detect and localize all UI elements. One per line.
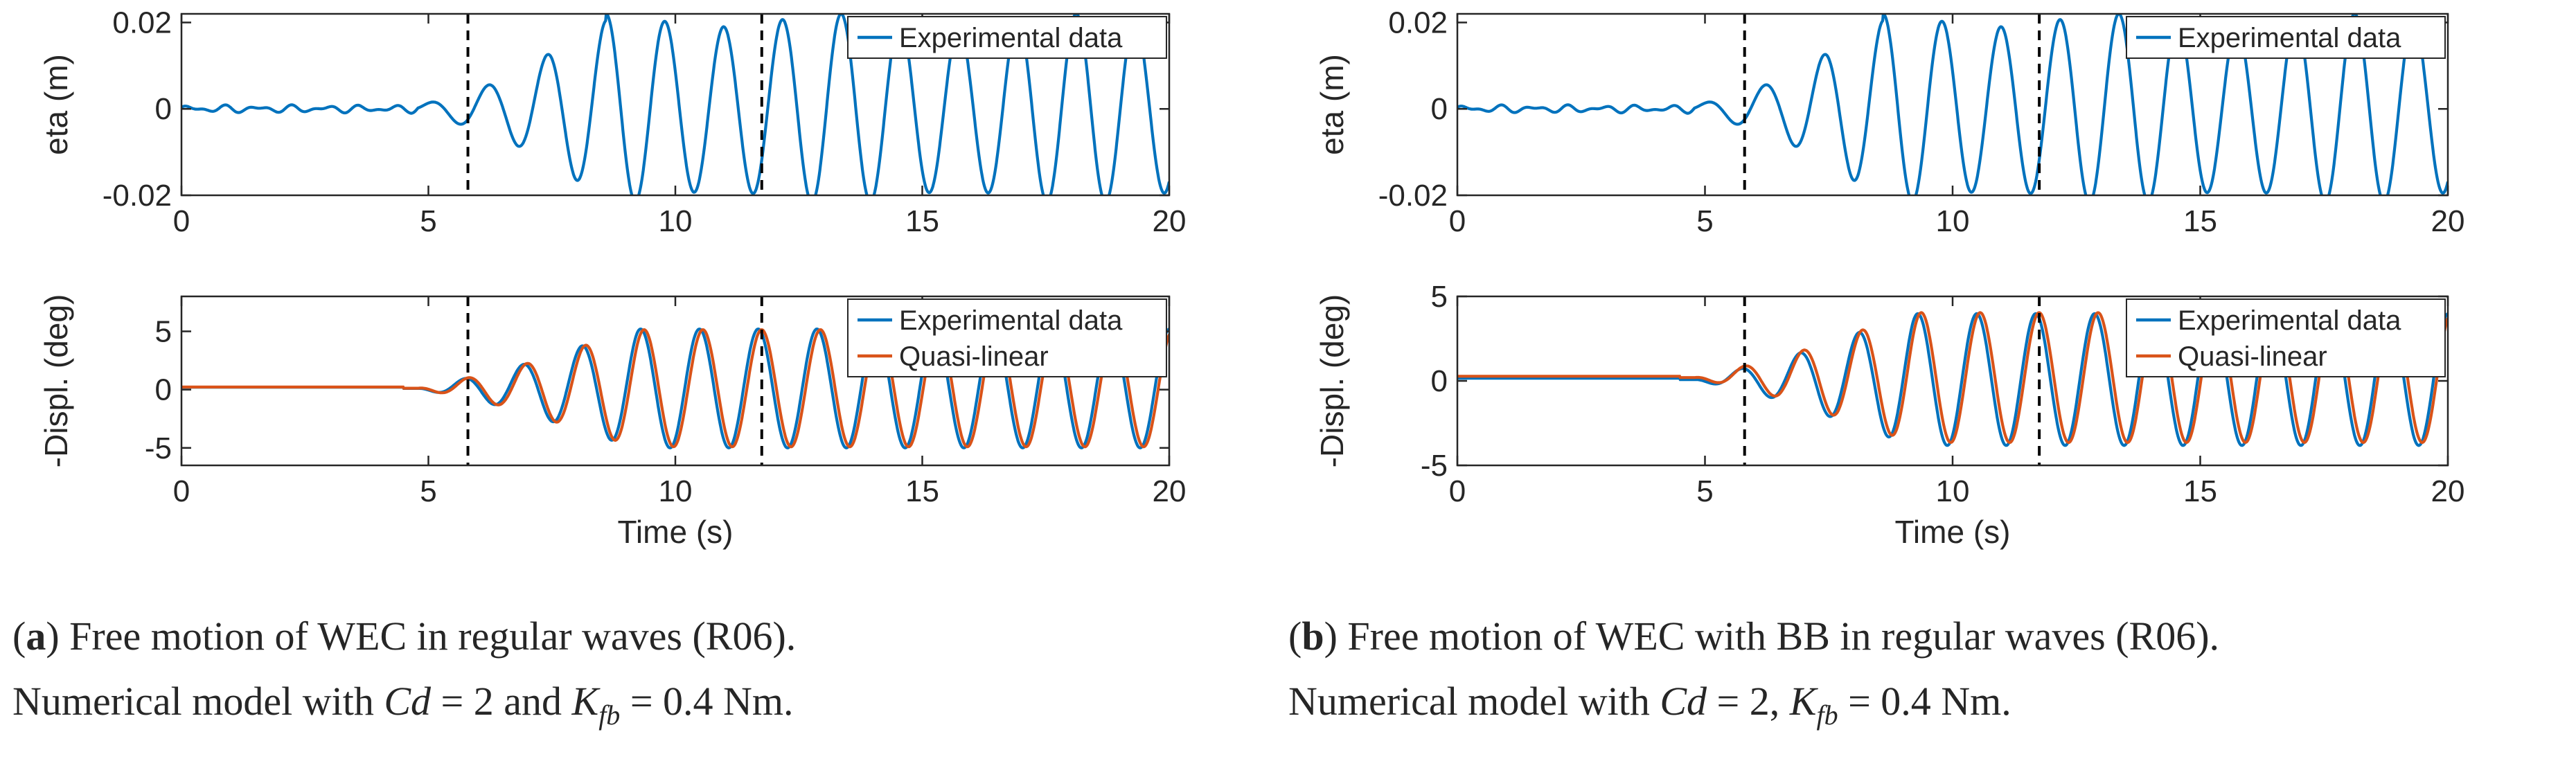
legend-box-b-top [2126,16,2446,59]
xtick-label-a-bottom-2: 10 [659,474,693,508]
caption-a-line2: Numerical model with Cd = 2 and Kfb = 0.… [12,679,794,731]
xtick-label-a-bottom-4: 20 [1153,474,1187,508]
xtick-label-a-top-3: 15 [905,204,939,238]
xtick-label-b-bottom-1: 5 [1696,474,1713,508]
xtick-label-b-top-0: 0 [1449,204,1466,238]
chart-b-bottom: 0 5 10 15 20-505-Displ. (deg)Time (s)Experim… [1314,280,2464,550]
ytick-label-a-bottom-0: -5 [145,431,172,465]
legend-box-a-bottom [847,298,1167,377]
xtick-label-b-top-2: 10 [1936,204,1970,238]
ylabel-a-top: eta (m) [38,54,74,155]
ytick-label-a-top-1: 0 [155,92,172,126]
caption-b-label: b [1302,614,1324,659]
caption-a-label: a [26,614,46,659]
ytick-label-b-top-0: -0.02 [1378,179,1448,213]
xtick-label-b-top-4: 20 [2431,204,2465,238]
series-group-a-top [181,14,1169,195]
xtick-label-a-top-0: 0 [173,204,190,238]
ytick-label-a-top-2: 0.02 [112,6,172,39]
legend-box-b-bottom [2126,298,2446,377]
ytick-label-b-top-2: 0.02 [1388,6,1448,39]
xlabel-a-bottom: Time (s) [618,514,734,550]
ytick-label-a-bottom-1: 0 [155,373,172,407]
ylabel-b-top: eta (m) [1314,54,1350,155]
xtick-label-b-bottom-4: 20 [2431,474,2465,508]
legend-label-a-bottom-0: Experimental data [899,305,1123,336]
caption-b-line2: Numerical model with Cd = 2, Kfb = 0.4 N… [1288,679,2011,731]
xtick-label-b-top-1: 5 [1696,204,1713,238]
ytick-label-b-bottom-0: -5 [1421,449,1448,483]
ytick-label-b-bottom-1: 0 [1431,364,1448,398]
legend-label-a-bottom-1: Quasi-linear [899,341,1049,372]
legend-label-b-bottom-1: Quasi-linear [2178,341,2327,372]
xtick-label-a-top-1: 5 [420,204,436,238]
ytick-label-a-top-0: -0.02 [103,179,172,213]
legend-label-a-top-0: Experimental data [899,23,1123,53]
caption-a-line1: (a) Free motion of WEC in regular waves … [12,614,796,659]
series-group-b-top [1457,14,2448,195]
xtick-label-a-top-4: 20 [1153,204,1187,238]
xtick-label-b-bottom-3: 15 [2183,474,2217,508]
xtick-label-b-bottom-0: 0 [1449,474,1466,508]
ytick-label-a-bottom-2: 5 [155,314,172,348]
xtick-label-a-bottom-3: 15 [905,474,939,508]
legend-box-a-top [847,16,1167,59]
chart-a-bottom: 0 5 10 15 20-505-Displ. (deg)Time (s)Experim… [38,294,1186,550]
ylabel-a-bottom: -Displ. (deg) [38,294,74,468]
ylabel-b-bottom: -Displ. (deg) [1314,294,1350,468]
ytick-label-b-top-1: 0 [1431,92,1448,126]
xlabel-b-bottom: Time (s) [1895,514,2011,550]
series-line-b-top-0 [1457,14,2448,195]
xtick-label-a-top-2: 10 [659,204,693,238]
series-line-a-top-0 [181,14,1169,195]
caption-b-line1: (b) Free motion of WEC with BB in regula… [1288,614,2219,659]
xtick-label-b-bottom-2: 10 [1936,474,1970,508]
xtick-label-b-top-3: 15 [2183,204,2217,238]
ytick-label-b-bottom-2: 5 [1431,280,1448,314]
xtick-label-a-bottom-0: 0 [173,474,190,508]
xtick-label-a-bottom-1: 5 [420,474,436,508]
legend-label-b-bottom-0: Experimental data [2178,305,2401,336]
legend-label-b-top-0: Experimental data [2178,23,2401,53]
